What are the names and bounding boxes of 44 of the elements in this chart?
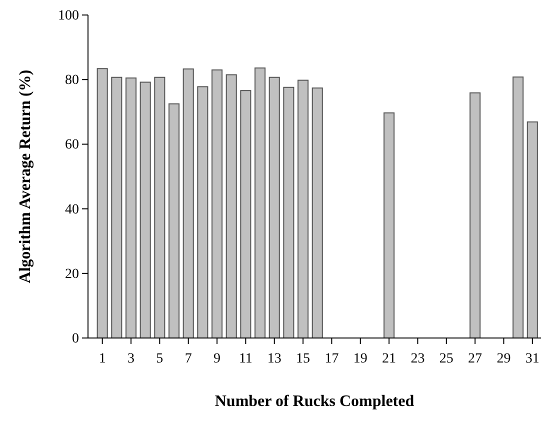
bar bbox=[111, 76, 122, 338]
x-tick-label: 27 bbox=[468, 351, 482, 366]
y-tick-label: 0 bbox=[72, 331, 79, 346]
x-tick-label: 21 bbox=[382, 351, 396, 366]
bar bbox=[268, 76, 280, 338]
x-tick-label: 7 bbox=[184, 351, 192, 366]
bar bbox=[140, 82, 151, 338]
x-tick-label: 17 bbox=[324, 351, 339, 366]
y-tick-label: 40 bbox=[65, 202, 79, 218]
x-tick-label: 11 bbox=[238, 351, 252, 366]
bar bbox=[125, 77, 137, 338]
x-tick-label: 19 bbox=[353, 351, 368, 366]
bar bbox=[283, 86, 294, 338]
x-tick-label: 9 bbox=[214, 351, 221, 366]
y-tick-label: 20 bbox=[65, 266, 79, 282]
bar bbox=[512, 76, 524, 338]
bar bbox=[154, 76, 166, 338]
bar bbox=[96, 68, 108, 338]
x-tick-label: 5 bbox=[156, 351, 164, 366]
x-tick-label: 29 bbox=[496, 351, 511, 366]
bar bbox=[168, 103, 180, 338]
bar bbox=[298, 80, 309, 338]
bar bbox=[212, 69, 223, 338]
x-axis-title: Number of Rucks Completed bbox=[214, 393, 414, 410]
bar bbox=[197, 86, 208, 338]
x-tick-label: 15 bbox=[296, 351, 310, 366]
x-tick-label: 1 bbox=[98, 351, 106, 366]
bar bbox=[182, 68, 194, 338]
x-tick-label: 3 bbox=[128, 351, 135, 366]
y-axis-title: Algorithm Average Return (%) bbox=[17, 70, 34, 284]
x-tick-label: 13 bbox=[267, 351, 282, 366]
bar bbox=[384, 112, 395, 338]
x-tick-label: 25 bbox=[439, 351, 454, 366]
x-tick-label: 23 bbox=[410, 351, 425, 366]
y-tick-label: 80 bbox=[65, 73, 79, 88]
bar bbox=[526, 121, 538, 338]
x-tick-label: 31 bbox=[525, 351, 540, 366]
bar bbox=[226, 74, 237, 338]
bar bbox=[254, 67, 266, 338]
bar bbox=[240, 90, 252, 338]
y-tick-label: 100 bbox=[58, 8, 79, 24]
bar bbox=[470, 92, 481, 338]
bar bbox=[312, 88, 323, 338]
y-tick-label: 60 bbox=[65, 138, 79, 153]
